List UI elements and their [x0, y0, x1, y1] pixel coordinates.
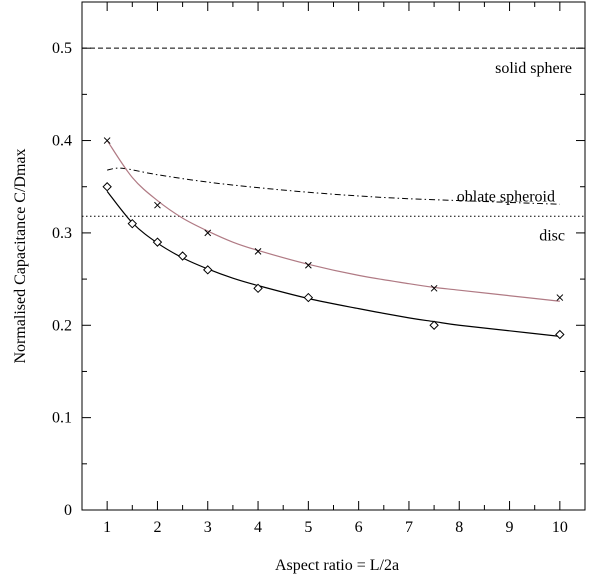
x-marker: [254, 248, 262, 255]
x-marker-stroke: [204, 229, 212, 237]
x-tick-label: 5: [304, 519, 312, 536]
x-marker: [103, 137, 111, 144]
y-tick-label: 0.5: [52, 40, 72, 57]
x-marker: [430, 284, 438, 292]
x-marker-stroke: [304, 261, 312, 269]
x-marker-stroke: [254, 248, 262, 255]
ticks-group: [82, 2, 585, 511]
y-tick-label: 0.2: [52, 317, 72, 334]
tick-labels-group: 1 2 3 4 5 6 7 8 9 10 0 0.1 0.2 0.3 0.4 0.5: [52, 40, 568, 536]
x-series-fit-curve: [106, 140, 560, 302]
y-tick-label: 0: [64, 502, 72, 519]
x-tick-label: 8: [455, 519, 463, 536]
plot-frame: [81, 1, 586, 511]
y-tick-label: 0.4: [52, 133, 72, 150]
x-tick-label: 1: [103, 519, 111, 536]
y-tick-label: 0.1: [52, 410, 72, 427]
diamond-marker: [177, 251, 188, 261]
x-marker-stroke: [154, 201, 161, 209]
oblate-spheroid-line: [107, 167, 560, 205]
series-group: [102, 137, 565, 340]
x-marker: [556, 294, 564, 301]
diamond-marker: [555, 329, 565, 340]
x-marker-stroke: [556, 294, 564, 301]
x-marker-stroke: [430, 284, 438, 292]
diamond-marker: [253, 283, 263, 294]
diamond-marker: [152, 237, 163, 247]
y-tick-label: 0.3: [52, 225, 72, 242]
y-axis-label: Normalised Capacitance C/Dmax: [12, 148, 29, 363]
x-tick-label: 3: [204, 519, 212, 536]
x-tick-label: 7: [405, 519, 413, 536]
x-axis-label: Aspect ratio = L/2a: [275, 557, 399, 574]
diamond-marker: [127, 218, 138, 229]
x-tick-label: 2: [153, 519, 161, 536]
annotations-group: solid sphere oblate spheroid disc: [457, 60, 572, 244]
x-tick-label: 6: [355, 519, 363, 536]
solid-sphere-annotation: solid sphere: [495, 60, 572, 77]
x-marker: [304, 261, 312, 269]
diamond-marker: [303, 292, 314, 303]
diamond-marker: [429, 320, 439, 330]
reference-lines-group: [82, 47, 585, 217]
x-tick-label: 4: [254, 519, 262, 536]
x-tick-label: 9: [506, 519, 514, 536]
x-tick-label: 10: [552, 519, 568, 536]
x-marker: [154, 201, 161, 209]
diamond-marker: [102, 182, 112, 192]
x-marker-stroke: [103, 137, 111, 144]
disc-annotation: disc: [539, 227, 565, 244]
oblate-spheroid-annotation: oblate spheroid: [457, 189, 555, 206]
x-marker: [204, 229, 212, 237]
diamond-marker: [203, 265, 213, 275]
